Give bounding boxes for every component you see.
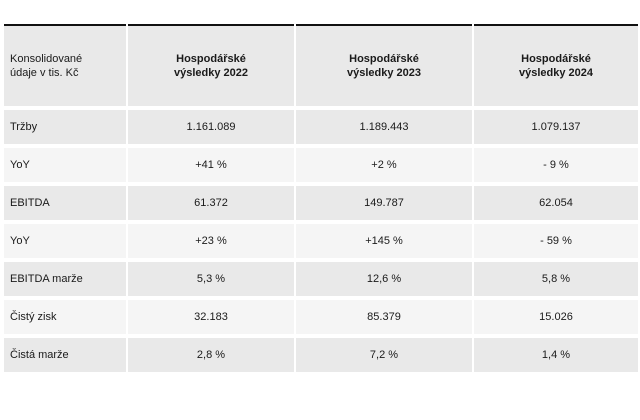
header-2022-line1: Hospodářské [176, 53, 246, 65]
table-row-ebitda-marze: EBITDA marže 5,3 % 12,6 % 5,8 % [2, 260, 640, 300]
row-label: EBITDA marže [2, 260, 128, 300]
table-header-row: Konsolidované údaje v tis. Kč Hospodářsk… [2, 25, 640, 110]
value-cell-2024: 1.079.137 [472, 108, 640, 148]
financial-results-table: Konsolidované údaje v tis. Kč Hospodářsk… [2, 24, 640, 376]
value-cell-2024: - 59 % [472, 222, 640, 262]
value-cell-2023: 7,2 % [294, 336, 474, 376]
table-row-cista-marze: Čistá marže 2,8 % 7,2 % 1,4 % [2, 336, 640, 376]
header-label-line1: Konsolidované [10, 53, 83, 65]
value-cell-2024: - 9 % [472, 146, 640, 186]
header-2024-cell: Hospodářské výsledky 2024 [472, 25, 640, 110]
row-label: Čistá marže [2, 336, 128, 376]
value-cell-2023: +145 % [294, 222, 474, 262]
table-row-yoy-ebitda: YoY +23 % +145 % - 59 % [2, 222, 640, 262]
header-2024-line1: Hospodářské [521, 53, 591, 65]
row-label: EBITDA [2, 184, 128, 224]
value-cell-2024: 1,4 % [472, 336, 640, 376]
value-cell-2023: +2 % [294, 146, 474, 186]
value-cell-2024: 62.054 [472, 184, 640, 224]
header-2023-cell: Hospodářské výsledky 2023 [294, 25, 474, 110]
header-label-line2: údaje v tis. Kč [10, 67, 79, 79]
row-label: YoY [2, 146, 128, 186]
value-cell-2022: 1.161.089 [126, 108, 296, 148]
table-row-cisty-zisk: Čistý zisk 32.183 85.379 15.026 [2, 298, 640, 338]
value-cell-2024: 5,8 % [472, 260, 640, 300]
value-cell-2022: 32.183 [126, 298, 296, 338]
table-row-yoy-revenue: YoY +41 % +2 % - 9 % [2, 146, 640, 186]
header-2023-line1: Hospodářské [349, 53, 419, 65]
row-label: Čistý zisk [2, 298, 128, 338]
value-cell-2023: 1.189.443 [294, 108, 474, 148]
table-row-trzby: Tržby 1.161.089 1.189.443 1.079.137 [2, 108, 640, 148]
header-2022-cell: Hospodářské výsledky 2022 [126, 25, 296, 110]
row-label: Tržby [2, 108, 128, 148]
value-cell-2023: 12,6 % [294, 260, 474, 300]
value-cell-2022: 5,3 % [126, 260, 296, 300]
value-cell-2022: 2,8 % [126, 336, 296, 376]
financial-results-table-container: Konsolidované údaje v tis. Kč Hospodářsk… [2, 24, 640, 376]
value-cell-2022: +41 % [126, 146, 296, 186]
value-cell-2024: 15.026 [472, 298, 640, 338]
row-label: YoY [2, 222, 128, 262]
header-label-cell: Konsolidované údaje v tis. Kč [2, 25, 128, 110]
value-cell-2023: 85.379 [294, 298, 474, 338]
header-2023-line2: výsledky 2023 [346, 67, 421, 79]
value-cell-2022: 61.372 [126, 184, 296, 224]
header-2024-line2: výsledky 2024 [518, 67, 593, 79]
header-2022-line2: výsledky 2022 [173, 67, 248, 79]
value-cell-2023: 149.787 [294, 184, 474, 224]
value-cell-2022: +23 % [126, 222, 296, 262]
table-row-ebitda: EBITDA 61.372 149.787 62.054 [2, 184, 640, 224]
